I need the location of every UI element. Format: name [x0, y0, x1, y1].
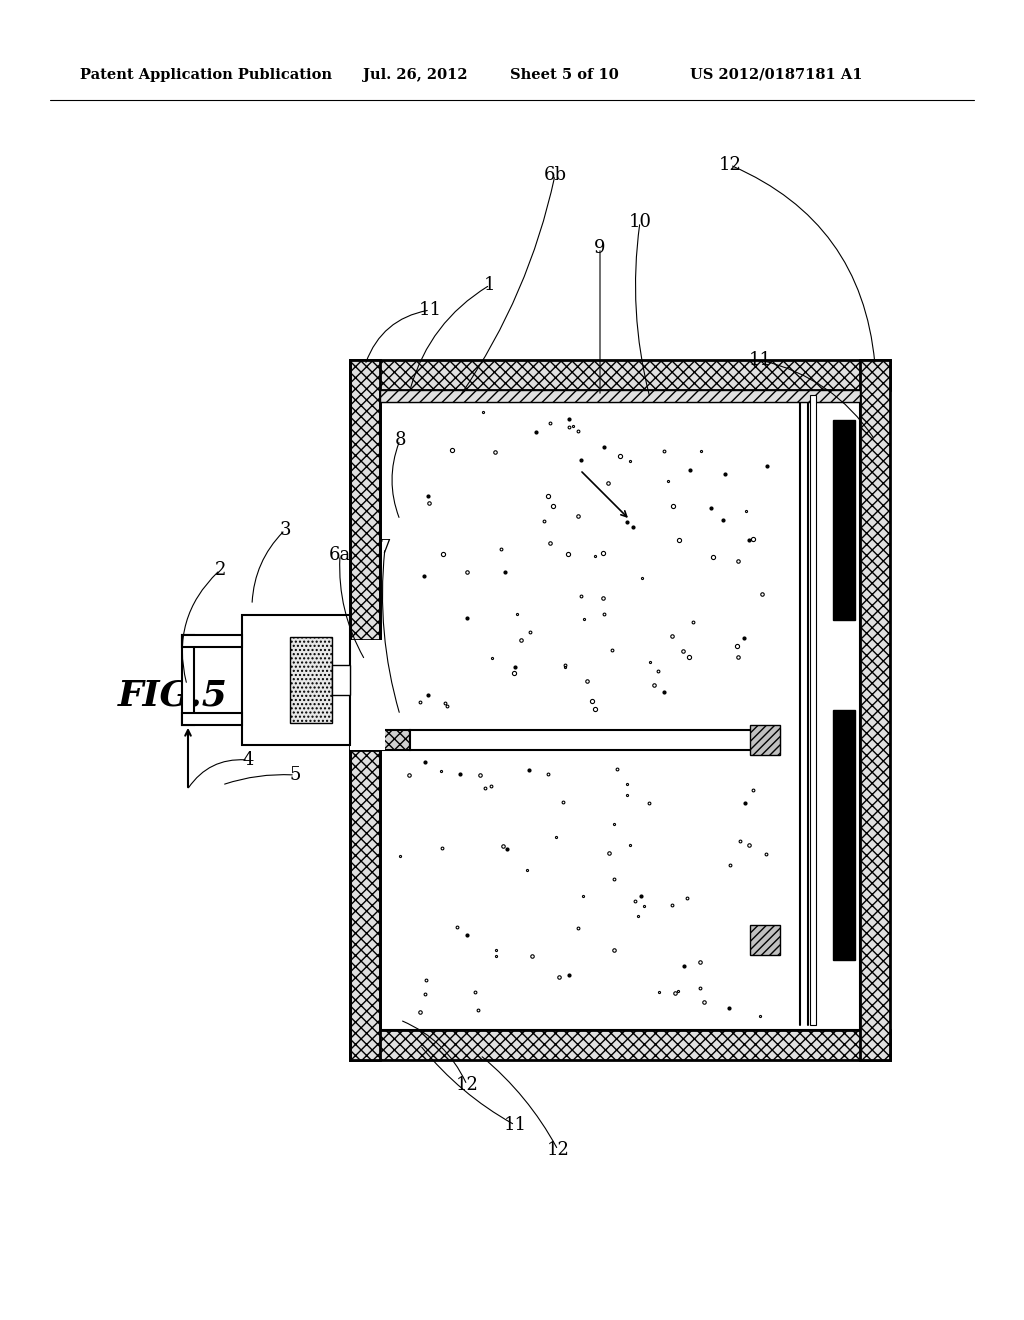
- Bar: [860, 360, 890, 1060]
- Text: 9: 9: [594, 239, 606, 257]
- Text: 3: 3: [280, 521, 291, 539]
- Bar: [290, 638, 332, 723]
- Text: Patent Application Publication: Patent Application Publication: [80, 69, 332, 82]
- Text: 10: 10: [629, 213, 651, 231]
- Text: 11: 11: [419, 301, 441, 319]
- Text: 11: 11: [504, 1115, 526, 1134]
- Text: 11: 11: [749, 351, 771, 370]
- Bar: [350, 640, 385, 750]
- Text: Jul. 26, 2012: Jul. 26, 2012: [362, 69, 468, 82]
- Bar: [350, 360, 890, 389]
- Text: 6b: 6b: [544, 166, 566, 183]
- Bar: [380, 730, 410, 750]
- Bar: [350, 1030, 890, 1060]
- Bar: [242, 615, 350, 744]
- Bar: [182, 635, 242, 647]
- Text: FIG.5: FIG.5: [118, 678, 228, 711]
- Bar: [350, 360, 380, 1060]
- Text: US 2012/0187181 A1: US 2012/0187181 A1: [690, 69, 862, 82]
- Text: 7: 7: [379, 539, 391, 557]
- Bar: [182, 635, 194, 725]
- Text: 12: 12: [456, 1076, 478, 1094]
- Bar: [750, 725, 780, 755]
- Bar: [380, 389, 860, 1030]
- Text: 12: 12: [547, 1140, 569, 1159]
- Text: 1: 1: [484, 276, 496, 294]
- Bar: [332, 665, 350, 696]
- Bar: [833, 420, 855, 620]
- Bar: [833, 710, 855, 960]
- Bar: [750, 925, 780, 954]
- Text: 2: 2: [214, 561, 225, 579]
- Bar: [380, 389, 860, 403]
- Text: 6a: 6a: [329, 546, 351, 564]
- Bar: [810, 395, 816, 1026]
- Text: Sheet 5 of 10: Sheet 5 of 10: [510, 69, 618, 82]
- Text: 12: 12: [719, 156, 741, 174]
- Text: 4: 4: [243, 751, 254, 770]
- Bar: [410, 730, 780, 750]
- Bar: [182, 713, 242, 725]
- Text: 8: 8: [394, 432, 406, 449]
- Text: 5: 5: [290, 766, 301, 784]
